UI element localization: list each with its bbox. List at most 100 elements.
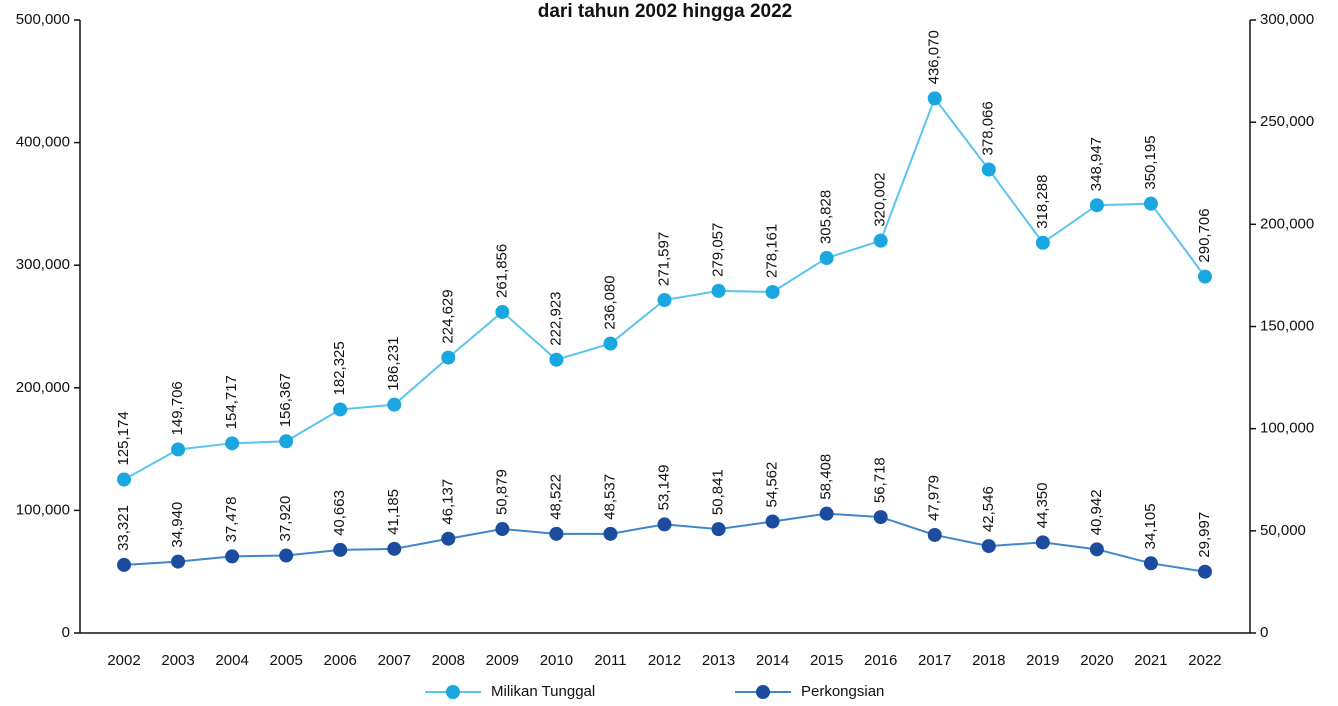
- x-tick-label: 2017: [918, 652, 951, 669]
- x-tick-label: 2021: [1134, 652, 1167, 669]
- data-label: 305,828: [818, 190, 835, 244]
- data-point: [657, 517, 672, 532]
- data-point: [1089, 198, 1104, 213]
- data-label: 224,629: [439, 289, 456, 343]
- x-tick-label: 2020: [1080, 652, 1113, 669]
- data-point: [333, 402, 348, 417]
- data-label: 33,321: [115, 505, 132, 551]
- data-label: 436,070: [926, 30, 943, 84]
- data-label: 37,920: [277, 496, 294, 542]
- data-label: 50,841: [710, 469, 727, 515]
- y2-tick-label: 100,000: [1260, 420, 1314, 437]
- y-tick-label: 400,000: [16, 134, 70, 151]
- data-label: 320,002: [872, 172, 889, 226]
- data-label: 54,562: [764, 462, 781, 508]
- data-point: [711, 522, 726, 537]
- data-point: [333, 542, 348, 557]
- data-label: 34,940: [169, 502, 186, 548]
- y-tick-label: 500,000: [16, 11, 70, 28]
- data-label: 290,706: [1196, 208, 1213, 262]
- data-point: [279, 548, 294, 563]
- legend-marker: [756, 685, 770, 699]
- data-point: [441, 531, 456, 546]
- data-point: [441, 350, 456, 365]
- data-point: [549, 352, 564, 367]
- data-point: [819, 251, 834, 266]
- data-point: [225, 549, 240, 564]
- x-tick-label: 2011: [594, 652, 626, 669]
- x-tick-label: 2018: [972, 652, 1005, 669]
- data-label: 149,706: [169, 381, 186, 435]
- x-tick-label: 2003: [161, 652, 194, 669]
- y2-tick-label: 50,000: [1260, 522, 1306, 539]
- data-point: [1197, 269, 1212, 284]
- data-label: 186,231: [385, 336, 402, 390]
- x-tick-label: 2012: [648, 652, 681, 669]
- data-label: 48,522: [547, 474, 564, 520]
- data-point: [1143, 556, 1158, 571]
- data-label: 44,350: [1034, 482, 1051, 528]
- data-point: [873, 510, 888, 525]
- data-label: 50,879: [493, 469, 510, 515]
- y-tick-label: 0: [62, 624, 70, 641]
- x-tick-label: 2014: [756, 652, 789, 669]
- data-point: [225, 436, 240, 451]
- y-tick-label: 100,000: [16, 501, 70, 518]
- data-point: [1197, 564, 1212, 579]
- y2-tick-label: 0: [1260, 624, 1268, 641]
- y-tick-label: 200,000: [16, 379, 70, 396]
- data-point: [765, 284, 780, 299]
- x-tick-label: 2015: [810, 652, 843, 669]
- data-point: [927, 91, 942, 106]
- chart-title: dari tahun 2002 hingga 2022: [538, 1, 792, 22]
- data-point: [117, 557, 132, 572]
- data-label: 378,066: [980, 101, 997, 155]
- x-tick-label: 2008: [432, 652, 465, 669]
- x-tick-label: 2007: [378, 652, 411, 669]
- data-point: [873, 233, 888, 248]
- data-point: [279, 434, 294, 449]
- legend-label: Perkongsian: [801, 683, 884, 700]
- y-tick-label: 300,000: [16, 256, 70, 273]
- data-label: 41,185: [385, 489, 402, 535]
- data-point: [711, 283, 726, 298]
- x-tick-label: 2013: [702, 652, 735, 669]
- data-point: [657, 293, 672, 308]
- data-label: 278,161: [764, 224, 781, 278]
- data-label: 40,663: [331, 490, 348, 536]
- x-tick-label: 2009: [486, 652, 519, 669]
- data-point: [603, 526, 618, 541]
- data-label: 154,717: [223, 375, 240, 429]
- y2-tick-label: 300,000: [1260, 11, 1314, 28]
- data-label: 271,597: [655, 232, 672, 286]
- data-point: [1143, 196, 1158, 211]
- data-label: 222,923: [547, 291, 564, 345]
- data-point: [927, 527, 942, 542]
- data-label: 350,195: [1142, 135, 1159, 189]
- x-tick-label: 2005: [269, 652, 302, 669]
- x-tick-label: 2006: [324, 652, 357, 669]
- data-point: [603, 336, 618, 351]
- data-point: [387, 541, 402, 556]
- y2-tick-label: 250,000: [1260, 113, 1314, 130]
- data-label: 125,174: [115, 411, 132, 465]
- data-label: 58,408: [818, 454, 835, 500]
- data-point: [765, 514, 780, 529]
- data-label: 48,537: [601, 474, 618, 520]
- y2-tick-label: 200,000: [1260, 215, 1314, 232]
- data-label: 279,057: [710, 223, 727, 277]
- x-tick-label: 2019: [1026, 652, 1059, 669]
- x-tick-label: 2002: [107, 652, 140, 669]
- data-label: 40,942: [1088, 489, 1105, 535]
- data-point: [981, 162, 996, 177]
- data-point: [1035, 235, 1050, 250]
- x-tick-label: 2010: [540, 652, 573, 669]
- data-label: 47,979: [926, 475, 943, 521]
- x-tick-label: 2022: [1188, 652, 1221, 669]
- data-point: [1035, 535, 1050, 550]
- data-label: 236,080: [601, 275, 618, 329]
- data-label: 261,856: [493, 244, 510, 298]
- data-label: 182,325: [331, 341, 348, 395]
- legend-marker: [446, 685, 460, 699]
